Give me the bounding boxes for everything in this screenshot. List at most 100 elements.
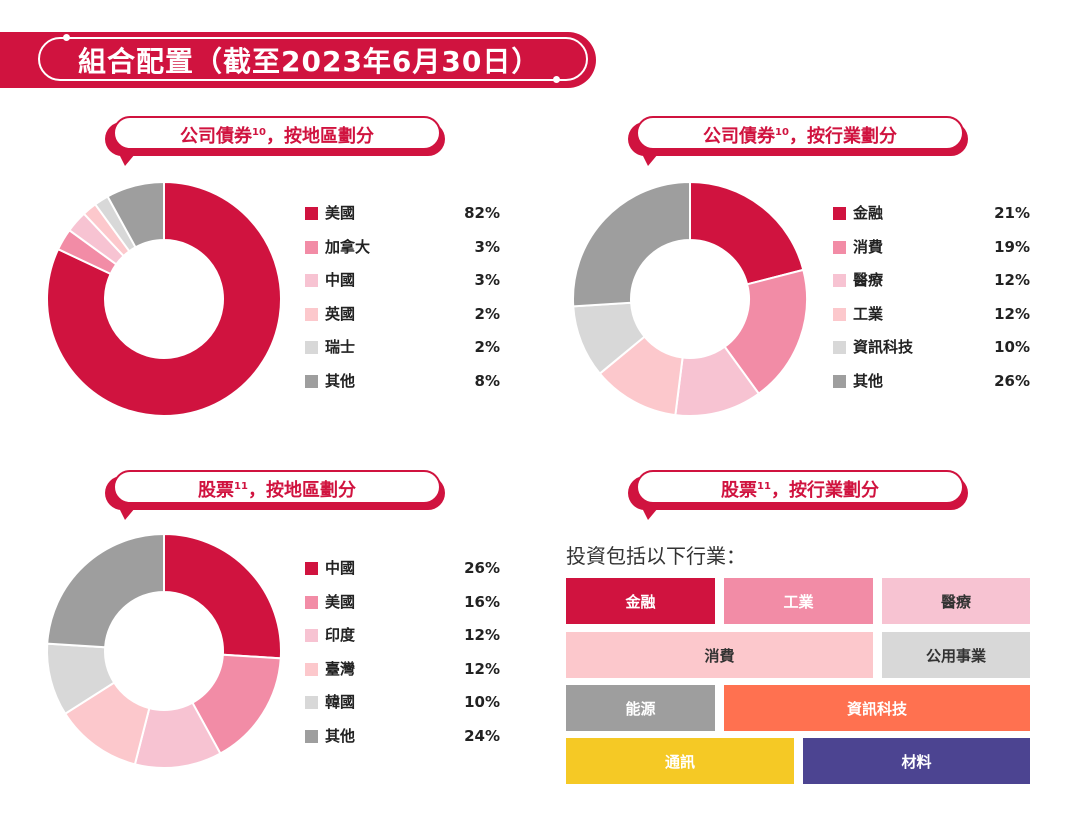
- legend-item: 其他 24%: [305, 724, 500, 758]
- legend-item: 瑞士 2%: [305, 335, 500, 369]
- legend-label: 其他: [853, 371, 884, 390]
- legend-item: 金融 21%: [833, 201, 1030, 235]
- legend-item: 其他 26%: [833, 369, 1030, 403]
- sector-tile: 公用事業: [882, 632, 1030, 678]
- chart-2-title-banner: 公司債券10，按行業劃分: [628, 116, 968, 170]
- sector-tile: 醫療: [882, 578, 1030, 624]
- legend-value: 12%: [464, 659, 500, 678]
- legend-value: 26%: [994, 371, 1030, 390]
- legend-item: 印度 12%: [305, 623, 500, 657]
- legend-label: 英國: [325, 304, 356, 323]
- legend-label: 資訊科技: [853, 338, 914, 356]
- legend-value: 2%: [474, 304, 500, 323]
- legend-value: 16%: [464, 592, 500, 611]
- sectors-title-banner: 股票11，按行業劃分: [628, 470, 968, 524]
- legend-item: 中國 3%: [305, 268, 500, 302]
- legend-swatch: [305, 341, 318, 354]
- legend-equity-region: 中國 26% 美國 16% 印度 12% 臺灣 12% 韓國 10% 其他 24%: [305, 556, 500, 757]
- legend-value: 3%: [474, 271, 500, 289]
- banner-outline: [38, 37, 588, 81]
- donut-slice: [106, 180, 165, 249]
- legend-value: 2%: [474, 338, 500, 356]
- legend-swatch: [305, 374, 318, 388]
- legend-item: 消費 19%: [833, 235, 1030, 269]
- sector-tile: 材料: [803, 738, 1030, 784]
- legend-item: 醫療 12%: [833, 268, 1030, 302]
- legend-item: 其他 8%: [305, 369, 500, 403]
- legend-swatch: [833, 207, 846, 220]
- donut-chart-bonds-sector: [572, 180, 808, 417]
- legend-swatch: [305, 562, 318, 575]
- legend-label: 印度: [325, 626, 356, 644]
- legend-label: 美國: [325, 592, 356, 611]
- legend-item: 資訊科技 10%: [833, 335, 1030, 369]
- legend-swatch: [305, 274, 318, 287]
- legend-swatch: [833, 341, 846, 354]
- sector-tile: 金融: [566, 578, 715, 624]
- legend-value: 21%: [994, 204, 1030, 222]
- legend-swatch: [305, 240, 318, 254]
- legend-item: 美國 82%: [305, 201, 500, 235]
- legend-swatch: [833, 240, 846, 254]
- legend-value: 12%: [994, 271, 1030, 289]
- legend-label: 金融: [853, 204, 884, 222]
- donut-chart-equity-region: [46, 532, 282, 769]
- legend-item: 英國 2%: [305, 302, 500, 336]
- legend-value: 24%: [464, 726, 500, 745]
- legend-label: 瑞士: [325, 338, 356, 356]
- legend-swatch: [305, 729, 318, 743]
- legend-bonds-region: 美國 82% 加拿大 3% 中國 3% 英國 2% 瑞士 2% 其他 8%: [305, 201, 500, 402]
- banner-dot: [553, 76, 560, 83]
- legend-value: 10%: [464, 693, 500, 711]
- donut-slice: [689, 180, 805, 286]
- chart-1-title-banner: 公司債券10，按地區劃分: [105, 116, 445, 170]
- legend-swatch: [305, 629, 318, 642]
- legend-value: 3%: [474, 237, 500, 256]
- legend-item: 中國 26%: [305, 556, 500, 590]
- donut-slice: [163, 532, 282, 660]
- legend-item: 美國 16%: [305, 590, 500, 624]
- donut-slice: [46, 532, 165, 649]
- legend-value: 19%: [994, 237, 1030, 256]
- legend-swatch: [305, 662, 318, 676]
- legend-value: 12%: [994, 304, 1030, 323]
- legend-label: 中國: [325, 559, 356, 577]
- legend-label: 工業: [853, 304, 884, 323]
- sector-tile: 資訊科技: [724, 685, 1030, 731]
- legend-swatch: [305, 207, 318, 220]
- sector-tile: 通訊: [566, 738, 794, 784]
- legend-label: 加拿大: [325, 237, 371, 256]
- legend-swatch: [833, 307, 846, 321]
- page-title: 組合配置（截至2023年6月30日）: [78, 45, 541, 78]
- legend-label: 其他: [325, 726, 356, 745]
- legend-value: 8%: [474, 371, 500, 390]
- legend-item: 韓國 10%: [305, 690, 500, 724]
- legend-item: 臺灣 12%: [305, 657, 500, 691]
- legend-label: 臺灣: [325, 659, 356, 678]
- legend-value: 12%: [464, 626, 500, 644]
- legend-label: 消費: [853, 237, 884, 256]
- sector-tile: 消費: [566, 632, 873, 678]
- legend-swatch: [833, 274, 846, 287]
- main-title-banner: 組合配置（截至2023年6月30日）: [0, 32, 596, 88]
- legend-swatch: [305, 595, 318, 609]
- donut-slice: [572, 180, 691, 308]
- banner-dot: [63, 34, 70, 41]
- sector-tile: 能源: [566, 685, 715, 731]
- legend-label: 其他: [325, 371, 356, 390]
- legend-label: 美國: [325, 204, 356, 222]
- chart-1-title: 公司債券10，按地區劃分: [113, 116, 441, 150]
- legend-label: 醫療: [853, 271, 884, 289]
- donut-slice: [46, 180, 282, 417]
- legend-bonds-sector: 金融 21% 消費 19% 醫療 12% 工業 12% 資訊科技 10% 其他 26%: [833, 201, 1030, 402]
- sectors-title: 股票11，按行業劃分: [636, 470, 964, 504]
- chart-3-title-banner: 股票11，按地區劃分: [105, 470, 445, 524]
- legend-value: 82%: [464, 204, 500, 222]
- chart-3-title: 股票11，按地區劃分: [113, 470, 441, 504]
- legend-swatch: [305, 307, 318, 321]
- legend-swatch: [305, 696, 318, 709]
- legend-value: 10%: [994, 338, 1030, 356]
- legend-label: 中國: [325, 271, 356, 289]
- legend-value: 26%: [464, 559, 500, 577]
- sector-tile: 工業: [724, 578, 873, 624]
